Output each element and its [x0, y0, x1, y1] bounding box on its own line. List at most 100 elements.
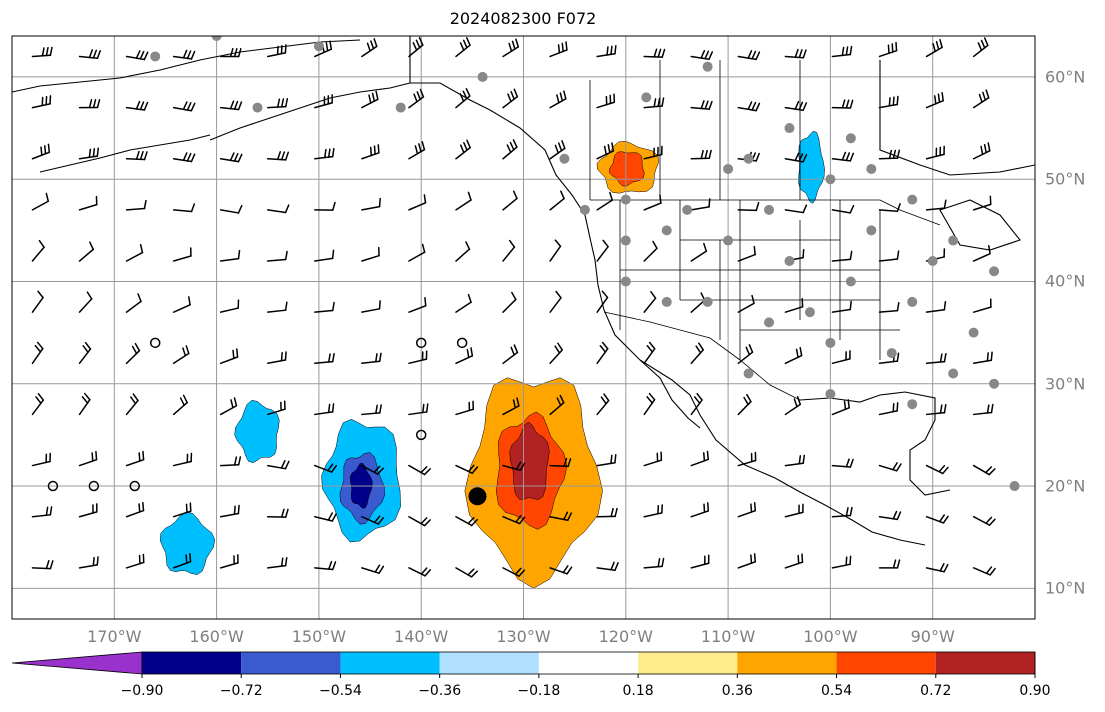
wind-barb: [267, 151, 290, 161]
station-dot: [948, 368, 959, 379]
calm-marker: [456, 337, 468, 349]
wind-barb: [502, 190, 518, 211]
station-dot: [784, 123, 795, 134]
wind-barb: [31, 46, 53, 58]
wind-barb: [502, 397, 520, 416]
wind-barb: [408, 194, 427, 211]
colorbar-under-arrow: [11, 651, 143, 675]
station-dot: [804, 307, 815, 318]
wind-barb: [643, 504, 663, 518]
wind-barb: [267, 250, 288, 262]
wind-barb: [172, 203, 196, 213]
colorbar-segment: [737, 652, 837, 674]
station-dot: [743, 368, 754, 379]
wind-barb: [455, 400, 474, 416]
wind-barb: [972, 464, 996, 476]
wind-barb: [831, 399, 850, 416]
station-dot: [620, 235, 631, 246]
wind-barb: [31, 393, 45, 416]
wind-barb: [737, 201, 760, 212]
station-dot: [661, 225, 672, 236]
wind-barb: [31, 341, 44, 365]
wind-barb: [219, 504, 240, 518]
wind-barb: [690, 198, 711, 211]
colorbar-tick-label: −0.54: [318, 683, 362, 699]
wind-barb: [172, 296, 191, 313]
wind-barb: [267, 98, 289, 109]
wind-barb: [925, 404, 947, 416]
wind-barb: [314, 301, 335, 313]
wind-barb: [690, 149, 712, 160]
station-dot: [927, 256, 938, 267]
great-lakes: [939, 199, 1021, 251]
wind-barb: [690, 502, 710, 518]
wind-barb: [455, 464, 479, 474]
wind-barb: [408, 515, 431, 527]
station-dot: [886, 348, 897, 359]
wind-barb: [643, 48, 666, 58]
wind-barb: [361, 352, 382, 365]
station-dot: [989, 378, 1000, 389]
wind-barb: [737, 553, 757, 569]
station-dot: [702, 296, 713, 307]
lon-tick-label: 130°W: [496, 627, 551, 646]
wind-barb: [361, 246, 380, 262]
lon-tick-label: 120°W: [598, 627, 653, 646]
colorbar-segment: [638, 652, 738, 674]
wind-barb: [267, 508, 289, 518]
station-dot: [907, 296, 918, 307]
wind-barb: [408, 141, 426, 160]
wind-barb: [925, 464, 949, 475]
colorbar-segment: [340, 652, 440, 674]
wind-barb: [267, 400, 286, 416]
station-dot: [620, 194, 631, 205]
wind-barb: [690, 49, 714, 60]
wind-barb: [267, 556, 288, 569]
political-borders: [409, 36, 941, 401]
wind-barb: [784, 100, 808, 111]
wind-barb: [831, 99, 854, 109]
wind-barb: [31, 143, 51, 160]
wind-barb: [784, 204, 808, 214]
wind-barb: [31, 95, 52, 109]
wind-barb: [125, 393, 139, 416]
lon-tick-label: 140°W: [394, 627, 449, 646]
wind-barb: [925, 199, 947, 211]
wind-barb: [972, 245, 991, 262]
wind-barb: [690, 100, 713, 110]
lon-tick-label: 110°W: [700, 627, 756, 646]
wind-barb: [172, 152, 196, 163]
wind-barb: [361, 38, 378, 58]
wind-barb: [502, 461, 526, 472]
wind-barb: [878, 95, 899, 109]
station-dot: [313, 41, 324, 52]
wind-barb: [267, 459, 290, 470]
calm-marker: [129, 480, 141, 492]
colorbar-segment: [836, 652, 936, 674]
wind-barb: [549, 394, 565, 416]
wind-barb: [925, 563, 949, 573]
lat-tick-label: 40°N: [1045, 271, 1086, 291]
wind-barb: [878, 462, 902, 472]
colorbar: [11, 651, 1036, 678]
wind-barb: [502, 514, 526, 525]
wind-barb: [972, 403, 994, 416]
aleutian-islands: [39, 134, 211, 173]
station-dot: [866, 163, 877, 174]
wind-barb: [267, 351, 287, 365]
wind-barb: [267, 301, 288, 313]
wind-barb: [31, 192, 49, 211]
wind-barb: [549, 342, 563, 365]
colorbar-tick-label: −0.36: [418, 683, 462, 699]
wind-barb: [267, 44, 287, 58]
lon-tick-label: 90°W: [910, 627, 955, 646]
wind-barb: [784, 48, 807, 59]
wind-barb: [878, 402, 899, 416]
wind-barb: [31, 506, 53, 518]
wind-barb: [643, 451, 663, 467]
wind-barb: [314, 94, 333, 109]
wind-barb: [972, 37, 989, 58]
wind-barb: [361, 564, 385, 574]
wind-barb: [172, 452, 193, 467]
wind-barb: [878, 250, 900, 262]
